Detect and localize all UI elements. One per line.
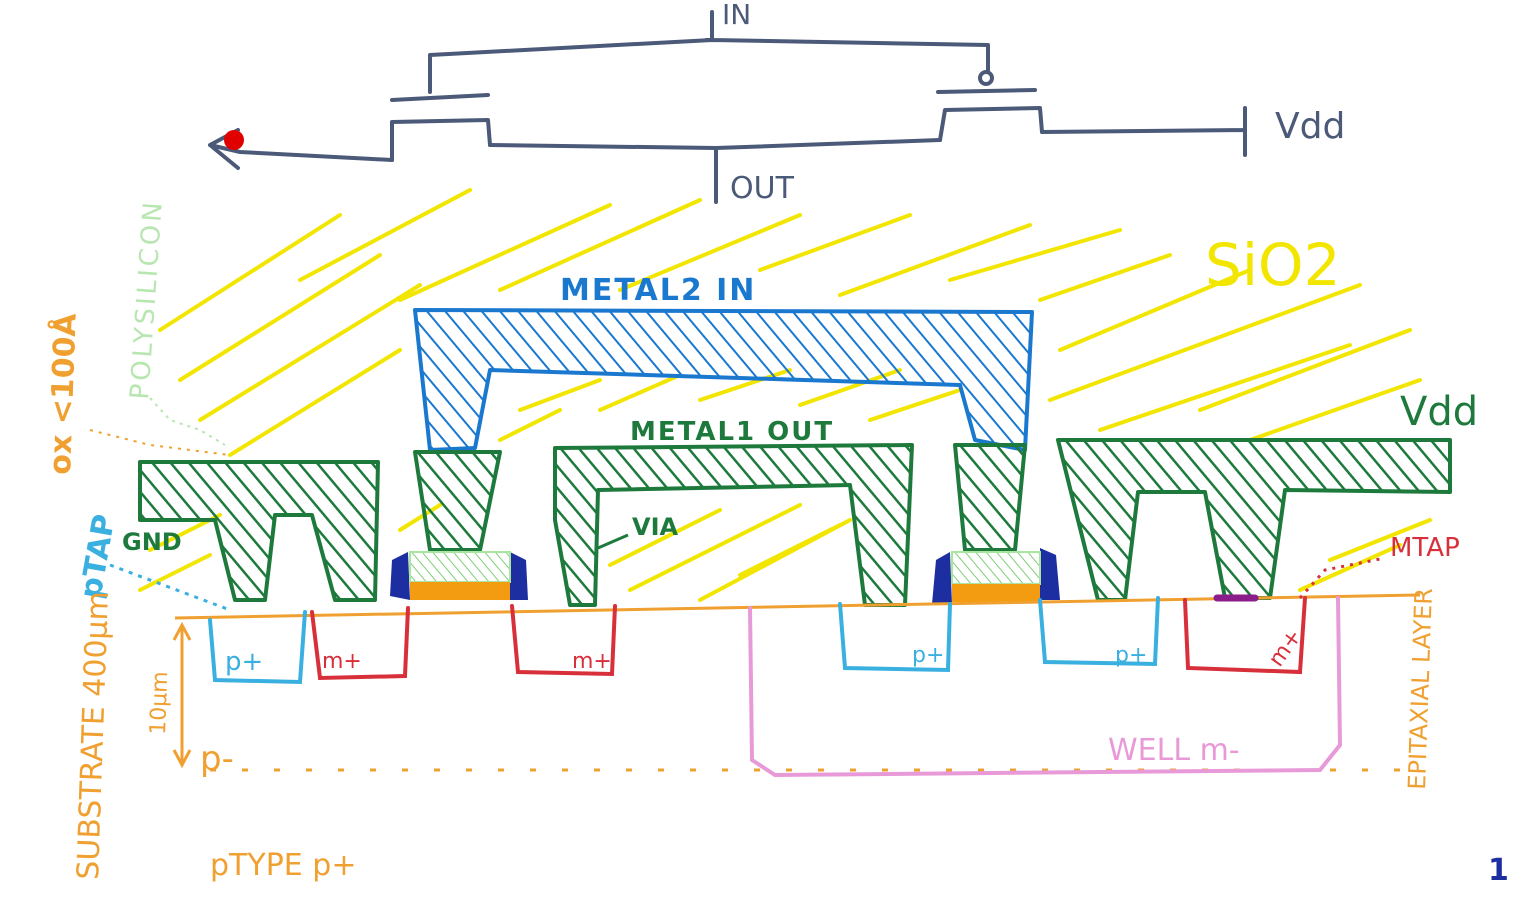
epitaxial-label: EPITAXIAL LAYER bbox=[1403, 588, 1438, 791]
oxide-leader bbox=[89, 429, 231, 456]
page-number: 1 bbox=[1488, 853, 1509, 888]
epi-thickness-arrow bbox=[172, 621, 192, 769]
n-well bbox=[748, 596, 1343, 778]
pmos-channel bbox=[938, 106, 1044, 142]
schematic-out-label: OUT bbox=[730, 171, 795, 206]
schematic-vdd-label: Vdd bbox=[1275, 106, 1345, 147]
nmos-gate-stack bbox=[390, 551, 528, 600]
vdd-label: Vdd bbox=[1400, 389, 1478, 435]
via-label: VIA bbox=[632, 513, 679, 541]
pmos-drain-p-plus-label: p+ bbox=[912, 643, 944, 668]
metal2-bridge bbox=[413, 308, 1034, 452]
oxide-label: ox <100Å bbox=[41, 312, 84, 475]
gnd-wire bbox=[208, 128, 394, 170]
metal2-layer bbox=[413, 308, 1034, 452]
vdd-wire bbox=[1040, 106, 1247, 157]
pmos-source-diffusion bbox=[1038, 596, 1160, 667]
red-cursor-dot bbox=[224, 130, 244, 150]
p-minus-label: p- bbox=[200, 739, 234, 779]
substrate-label: SUBSTRATE 400μm bbox=[71, 591, 116, 881]
gnd-label: GND bbox=[122, 528, 182, 556]
ntap-diffusion bbox=[1183, 596, 1307, 675]
metal1-layer bbox=[138, 438, 1452, 607]
substrate-surface-line bbox=[174, 593, 1421, 620]
ptap-diffusion bbox=[208, 610, 307, 685]
nmos-gate-oxide bbox=[410, 582, 510, 600]
pmos-gate bbox=[936, 88, 1037, 94]
nmos-gate bbox=[390, 93, 490, 102]
metal2-label: METAL2 IN bbox=[560, 273, 756, 308]
polysilicon-leader bbox=[149, 397, 226, 446]
mtap-leader bbox=[1298, 556, 1386, 599]
pmos-spacer-right bbox=[1040, 548, 1060, 600]
pmos-gate-stack bbox=[932, 548, 1060, 604]
nmos-channel bbox=[390, 118, 492, 162]
via-pointer bbox=[597, 533, 629, 550]
mtap-label: MTAP bbox=[1390, 533, 1460, 563]
schematic-in-label: IN bbox=[722, 0, 751, 31]
in-contact-pmos bbox=[953, 443, 1027, 552]
vdd-metal bbox=[1056, 438, 1452, 602]
nmos-spacer-right bbox=[510, 552, 528, 600]
pmos-gate-oxide bbox=[952, 584, 1040, 602]
ptap-leader bbox=[109, 563, 231, 612]
sio2-label: SiO2 bbox=[1205, 231, 1340, 299]
inverter-schematic bbox=[208, 10, 1247, 204]
well-label: WELL m- bbox=[1108, 733, 1240, 768]
ptap-label: pTAP bbox=[73, 512, 122, 602]
gnd-metal bbox=[138, 460, 380, 602]
diffusions bbox=[208, 594, 1343, 778]
pmos-drain-diffusion bbox=[838, 602, 952, 673]
thickness-label: 10μm bbox=[146, 671, 173, 735]
nmos-poly bbox=[409, 551, 511, 583]
metal1-label: METAL1 OUT bbox=[630, 417, 834, 447]
pmos-spacer-left bbox=[932, 552, 952, 604]
nmos-source-diffusion bbox=[310, 606, 410, 681]
pmos-source-p-plus-label: p+ bbox=[1115, 643, 1147, 668]
nmos-spacer-left bbox=[390, 552, 410, 600]
in-wire bbox=[428, 10, 990, 94]
out-wire bbox=[488, 138, 942, 204]
out-metal1 bbox=[553, 443, 914, 607]
pmos-bubble bbox=[978, 70, 994, 86]
nmos-source-n-plus-label: m+ bbox=[322, 649, 362, 674]
ptype-label: pTYPE p+ bbox=[210, 848, 356, 883]
ptap-p-plus-label: p+ bbox=[225, 647, 263, 677]
polysilicon-label: POLYSILICON bbox=[125, 198, 169, 400]
nmos-drain-diffusion bbox=[510, 604, 617, 677]
nmos-drain-n-plus-label: m+ bbox=[572, 649, 612, 674]
in-contact-nmos bbox=[413, 450, 502, 552]
pmos-poly bbox=[951, 551, 1041, 585]
